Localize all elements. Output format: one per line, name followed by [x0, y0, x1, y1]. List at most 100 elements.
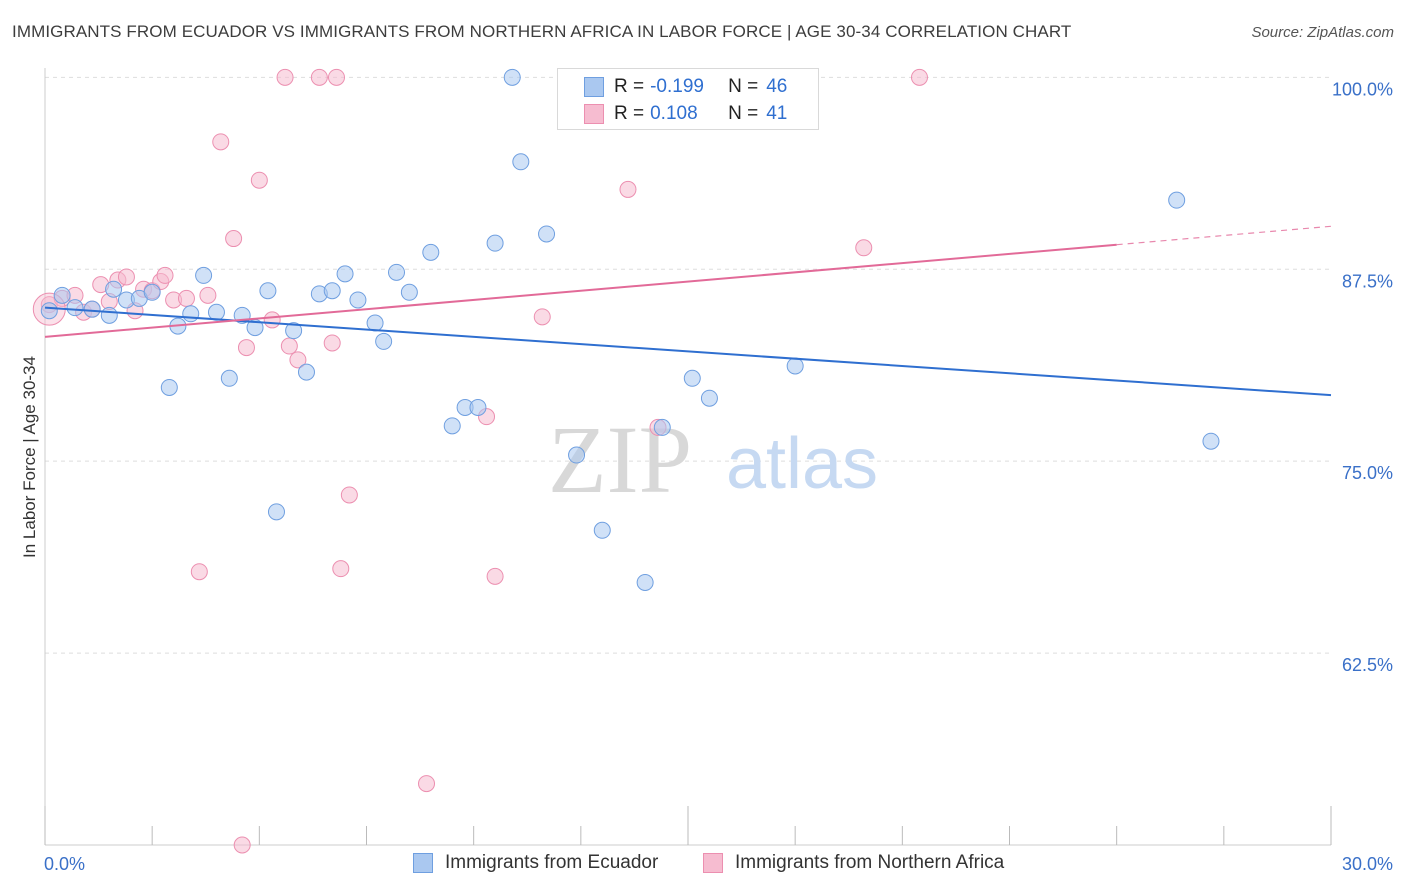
- x-tick-label: 30.0%: [1342, 854, 1393, 874]
- data-point-ecuador: [267, 503, 285, 521]
- y-tick-label: 62.5%: [1342, 655, 1393, 675]
- data-point-northern-africa: [233, 836, 251, 854]
- data-point-ecuador: [568, 446, 586, 464]
- data-point-ecuador: [66, 299, 84, 317]
- data-point-ecuador: [1202, 432, 1220, 450]
- data-point-ecuador: [285, 322, 303, 340]
- data-point-ecuador: [375, 332, 393, 350]
- data-point-northern-africa: [237, 339, 255, 357]
- data-point-ecuador: [388, 263, 406, 281]
- data-point-northern-africa: [177, 289, 195, 307]
- source-credit: Source: ZipAtlas.com: [1251, 24, 1394, 41]
- legend-r-label: R =: [614, 76, 645, 97]
- chart-title: IMMIGRANTS FROM ECUADOR VS IMMIGRANTS FR…: [12, 22, 1072, 41]
- watermark: ZIP atlas: [548, 406, 878, 513]
- legend-r-value: -0.199: [650, 76, 704, 97]
- data-point-northern-africa: [212, 133, 230, 151]
- data-point-northern-africa: [263, 311, 281, 329]
- data-point-northern-africa: [190, 563, 208, 581]
- series-ecuador-points: [40, 68, 1220, 591]
- trend-line-ecuador: [44, 306, 1332, 397]
- legend-n-value: 41: [766, 103, 788, 124]
- data-point-northern-africa: [117, 268, 135, 286]
- data-point-northern-africa: [910, 68, 928, 86]
- data-point-northern-africa: [199, 286, 217, 304]
- watermark-atlas: atlas: [726, 424, 878, 504]
- data-point-ecuador: [512, 153, 530, 171]
- data-point-ecuador: [160, 378, 178, 396]
- data-point-northern-africa: [486, 567, 504, 585]
- series-legend: Immigrants from Ecuador Immigrants from …: [0, 852, 1406, 878]
- data-point-ecuador: [349, 291, 367, 309]
- legend-row-ecuador: R = -0.199 N = 46: [558, 74, 787, 100]
- data-point-ecuador: [105, 280, 123, 298]
- data-point-ecuador: [83, 300, 101, 318]
- legend-swatch-blue: [413, 853, 433, 873]
- data-point-northern-africa: [225, 230, 243, 248]
- axes: [44, 68, 1332, 846]
- legend-swatch-pink: [703, 853, 723, 873]
- data-point-ecuador: [220, 369, 238, 387]
- data-point-northern-africa: [533, 308, 551, 326]
- data-point-northern-africa: [289, 351, 307, 369]
- legend-item-ecuador[interactable]: Immigrants from Ecuador: [413, 852, 658, 874]
- legend-swatch-blue: [584, 77, 604, 97]
- data-point-ecuador: [653, 418, 671, 436]
- legend-r-value: 0.108: [650, 103, 698, 124]
- legend-label-northern-africa: Immigrants from Northern Africa: [735, 852, 1005, 873]
- data-point-ecuador: [259, 282, 277, 300]
- x-tick-label: 0.0%: [44, 854, 85, 874]
- gridlines: [45, 76, 1331, 654]
- data-point-ecuador: [1168, 191, 1186, 209]
- data-point-ecuador: [443, 417, 461, 435]
- data-point-ecuador: [786, 357, 804, 375]
- data-point-northern-africa: [280, 337, 298, 355]
- data-point-ecuador: [422, 243, 440, 261]
- y-tick-label: 100.0%: [1332, 79, 1393, 99]
- data-point-northern-africa: [340, 486, 358, 504]
- data-point-ecuador: [503, 68, 521, 86]
- data-point-ecuador: [593, 521, 611, 539]
- data-point-ecuador: [486, 234, 504, 252]
- data-point-ecuador: [336, 265, 354, 283]
- legend-n-label: N =: [728, 76, 759, 97]
- y-tick-label: 75.0%: [1342, 463, 1393, 483]
- data-point-northern-africa: [250, 171, 268, 189]
- data-point-ecuador: [297, 363, 315, 381]
- legend-r-label: R =: [614, 103, 645, 124]
- legend-n-value: 46: [766, 76, 788, 97]
- legend-swatch-pink: [584, 104, 604, 124]
- data-point-ecuador: [323, 282, 341, 300]
- correlation-legend: R = -0.199 N = 46 R = 0.108 N = 41: [557, 68, 819, 130]
- data-point-northern-africa: [156, 266, 174, 284]
- legend-item-northern-africa[interactable]: Immigrants from Northern Africa: [703, 852, 1004, 874]
- trend-line-northern-africa-extension: [1116, 225, 1332, 246]
- data-point-northern-africa: [418, 775, 436, 793]
- data-point-ecuador: [366, 314, 384, 332]
- data-point-ecuador: [207, 303, 225, 321]
- data-point-ecuador: [700, 389, 718, 407]
- data-point-ecuador: [683, 369, 701, 387]
- data-point-northern-africa: [855, 239, 873, 257]
- data-point-ecuador: [40, 302, 58, 320]
- data-point-northern-africa: [323, 334, 341, 352]
- y-tick-label: 87.5%: [1342, 271, 1393, 291]
- data-point-ecuador: [538, 225, 556, 243]
- data-point-ecuador: [195, 266, 213, 284]
- legend-label-ecuador: Immigrants from Ecuador: [445, 852, 659, 873]
- data-point-northern-africa: [619, 180, 637, 198]
- data-point-ecuador: [143, 283, 161, 301]
- data-point-northern-africa: [276, 68, 294, 86]
- data-point-ecuador: [636, 573, 654, 591]
- legend-row-northern-africa: R = 0.108 N = 41: [558, 101, 787, 127]
- legend-n-label: N =: [728, 103, 759, 124]
- data-point-ecuador: [400, 283, 418, 301]
- data-point-northern-africa: [332, 560, 350, 578]
- data-point-ecuador: [469, 398, 487, 416]
- data-point-ecuador: [53, 286, 71, 304]
- tick-labels: 62.5% 75.0% 87.5% 100.0% 0.0% 30.0%: [44, 79, 1393, 874]
- data-point-ecuador: [100, 306, 118, 324]
- trend-lines: [44, 225, 1332, 397]
- data-point-northern-africa: [327, 68, 345, 86]
